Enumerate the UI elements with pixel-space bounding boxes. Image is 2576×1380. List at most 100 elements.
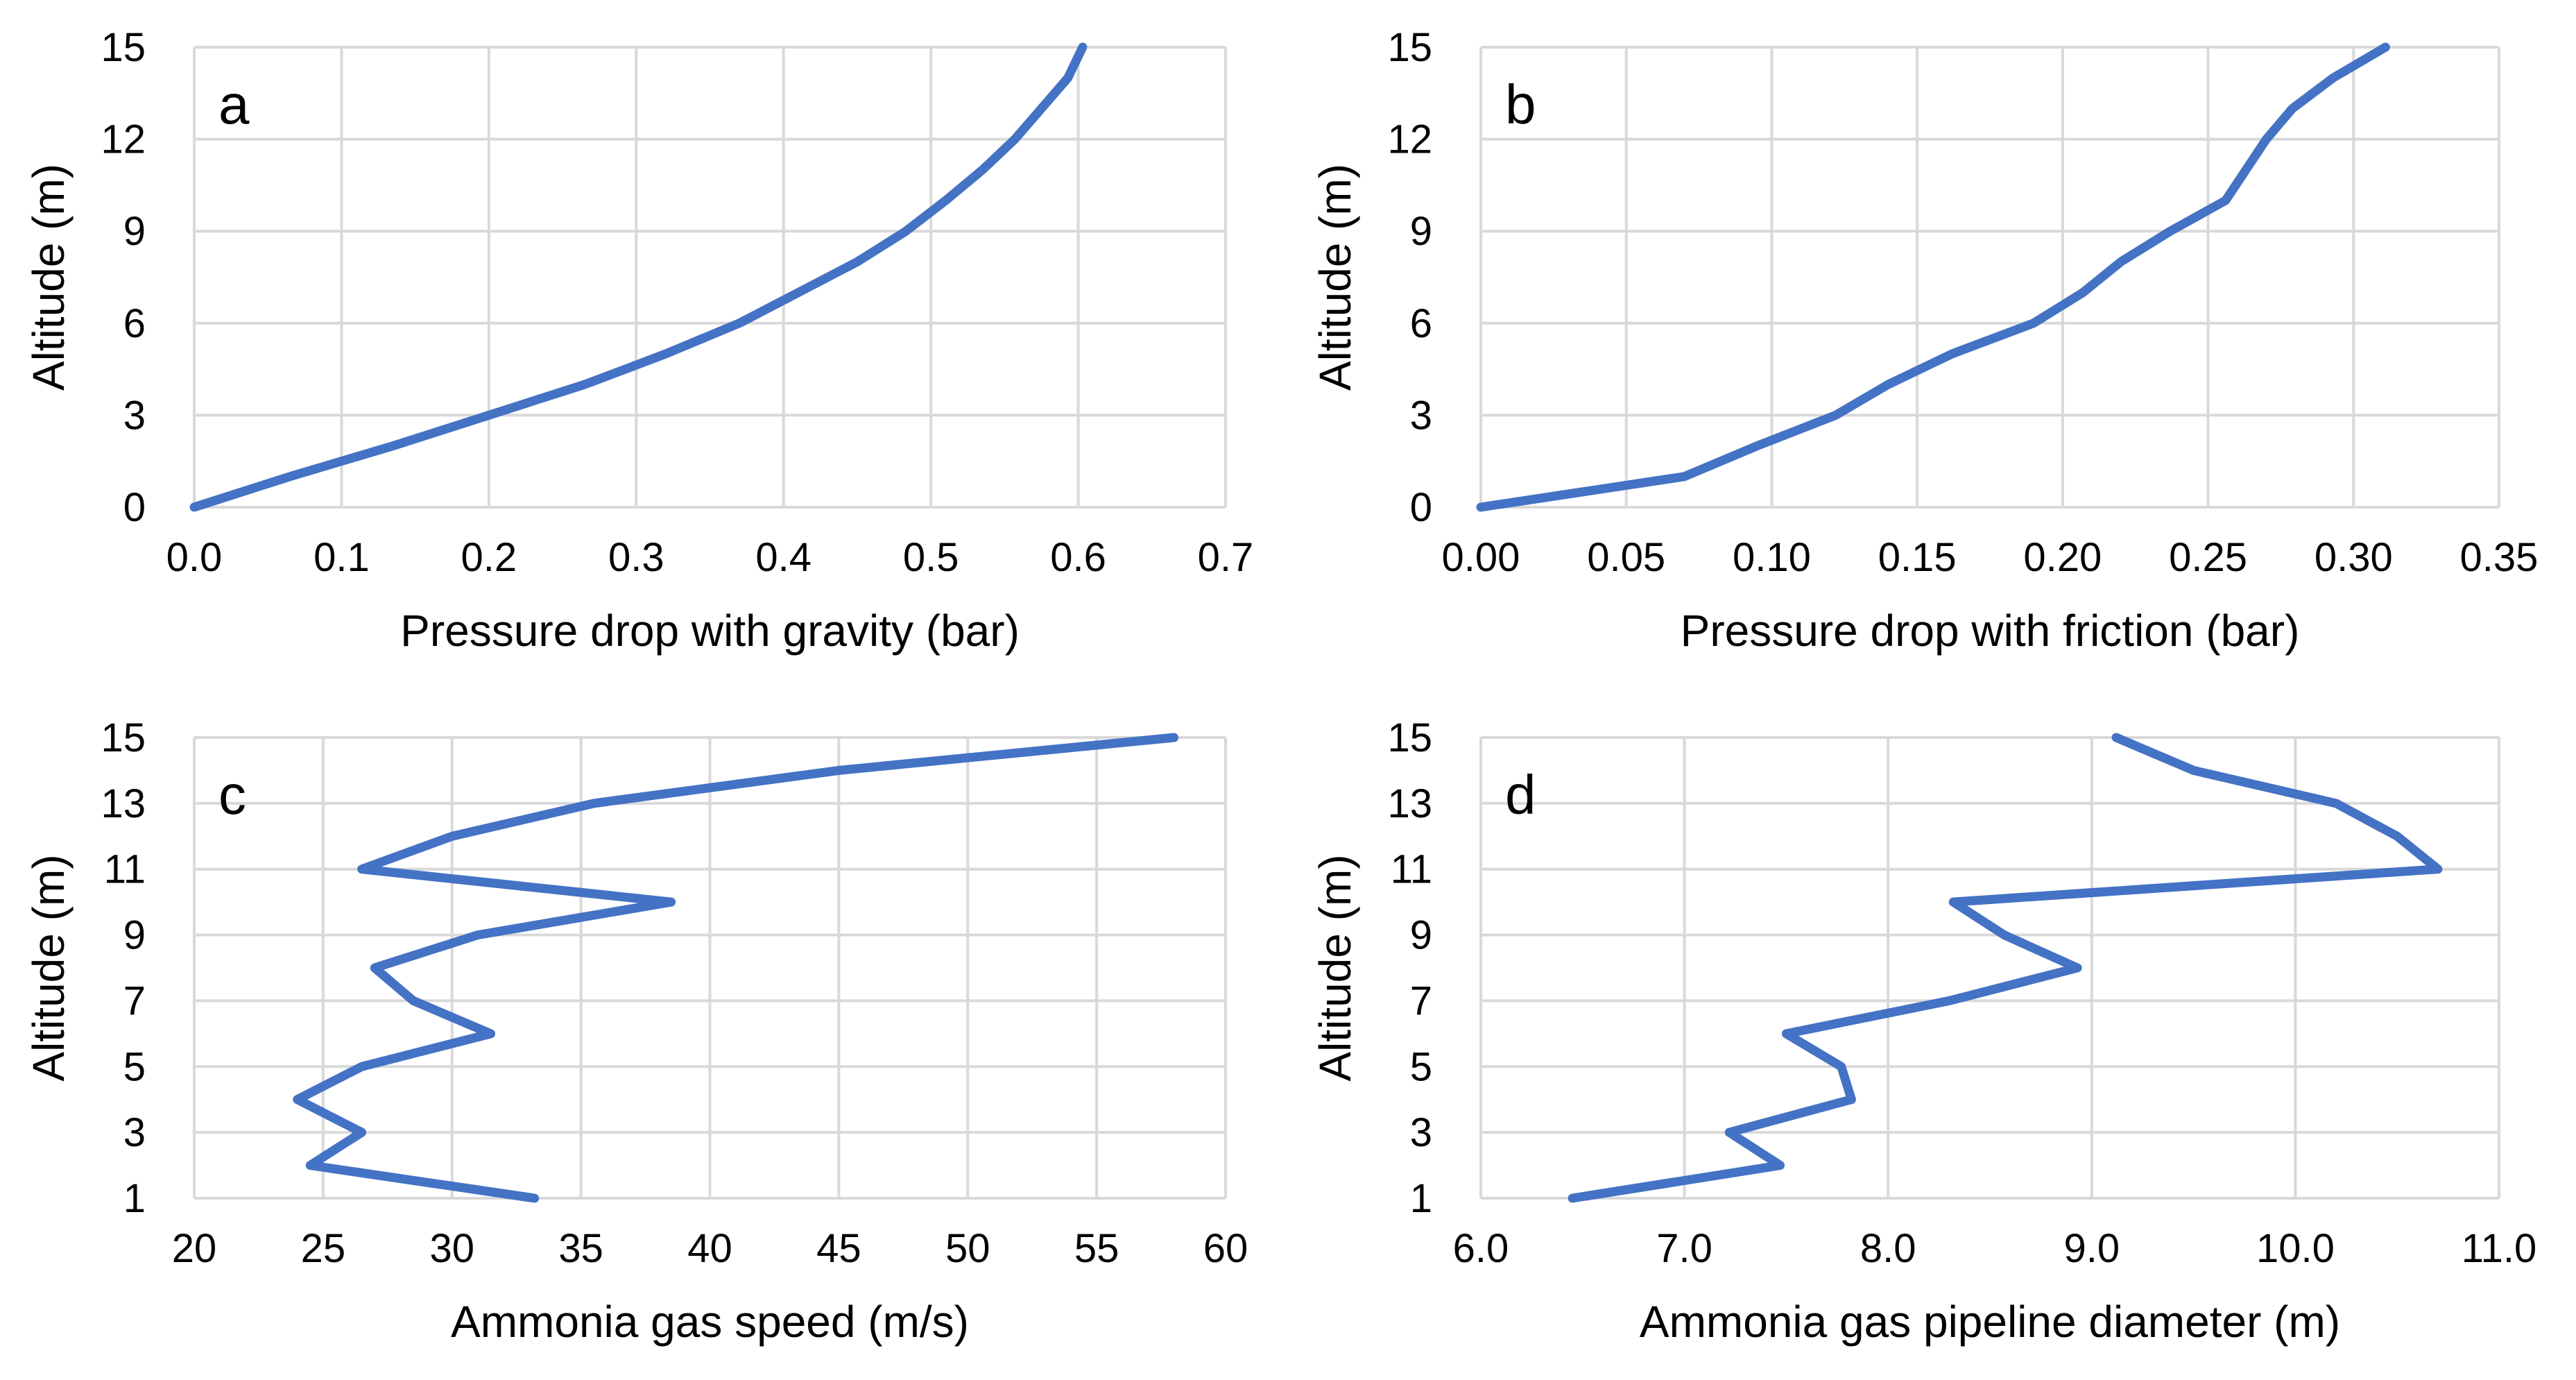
x-tick-label: 7.0 — [1656, 1226, 1712, 1271]
y-tick-label: 15 — [1387, 25, 1432, 70]
x-tick-label: 0.3 — [608, 535, 664, 580]
y-tick-label: 3 — [1410, 1110, 1432, 1155]
x-tick-label: 10.0 — [2256, 1226, 2335, 1271]
data-point — [905, 230, 907, 232]
y-tick-label: 15 — [1387, 715, 1432, 760]
x-tick-label: 0.25 — [2169, 535, 2247, 580]
data-point — [1835, 414, 1837, 416]
data-point — [1082, 46, 1083, 48]
data-point — [2082, 292, 2084, 293]
data-point — [361, 1132, 363, 1133]
y-axis-title: Altitude (m) — [24, 854, 74, 1081]
data-point — [194, 506, 195, 508]
data-point — [289, 476, 291, 477]
y-tick-label: 0 — [123, 485, 146, 530]
y-tick-label: 5 — [123, 1044, 146, 1089]
data-point — [2292, 108, 2293, 109]
data-point — [1728, 1132, 1730, 1133]
panel-letter: c — [218, 764, 246, 826]
x-tick-label: 6.0 — [1453, 1226, 1509, 1271]
x-tick-label: 25 — [301, 1226, 346, 1271]
data-point — [1851, 1099, 1852, 1100]
data-point — [1572, 1198, 1573, 1199]
data-point — [413, 1000, 414, 1001]
y-tick-label: 0 — [1410, 485, 1432, 530]
data-point — [2077, 967, 2078, 969]
y-tick-label: 15 — [101, 715, 146, 760]
y-tick-label: 6 — [123, 301, 146, 346]
y-tick-label: 15 — [101, 25, 146, 70]
y-tick-label: 9 — [1410, 209, 1432, 254]
x-tick-label: 60 — [1203, 1226, 1248, 1271]
y-tick-label: 9 — [123, 913, 146, 958]
x-tick-label: 0.15 — [1878, 535, 1957, 580]
y-tick-label: 9 — [1410, 913, 1432, 958]
panel-letter: b — [1505, 74, 1536, 135]
x-tick-label: 45 — [816, 1226, 861, 1271]
data-point — [1480, 506, 1482, 508]
data-point — [2396, 835, 2398, 837]
y-tick-label: 3 — [123, 1110, 146, 1155]
data-point — [1041, 108, 1042, 109]
y-axis-title: Altitude (m) — [1310, 164, 1360, 391]
x-tick-label: 55 — [1074, 1226, 1119, 1271]
y-tick-label: 5 — [1410, 1044, 1432, 1089]
x-axis-title: Ammonia gas speed (m/s) — [451, 1297, 969, 1347]
x-axis-title: Pressure drop with gravity (bar) — [400, 606, 1020, 656]
x-tick-label: 0.30 — [2315, 535, 2393, 580]
x-tick-label: 0.20 — [2023, 535, 2102, 580]
y-tick-label: 6 — [1410, 301, 1432, 346]
y-tick-label: 3 — [123, 393, 146, 438]
data-point — [1952, 901, 1954, 903]
x-tick-label: 8.0 — [1860, 1226, 1916, 1271]
data-point — [2245, 169, 2247, 171]
x-tick-label: 0.2 — [461, 535, 517, 580]
x-tick-label: 0.7 — [1198, 535, 1254, 580]
data-point — [798, 292, 799, 293]
data-point — [2170, 230, 2171, 232]
x-tick-label: 40 — [687, 1226, 732, 1271]
series-line — [1476, 42, 2390, 512]
data-point — [297, 1099, 298, 1100]
series-line — [189, 42, 1088, 512]
y-axis-title: Altitude (m) — [1310, 854, 1360, 1081]
data-point — [982, 169, 983, 171]
x-tick-label: 0.35 — [2460, 535, 2539, 580]
data-point — [488, 414, 490, 416]
x-tick-label: 0.4 — [755, 535, 812, 580]
data-point — [309, 1165, 311, 1166]
x-tick-label: 30 — [429, 1226, 474, 1271]
data-point — [534, 1198, 535, 1199]
y-tick-label: 3 — [1410, 393, 1432, 438]
x-tick-label: 0.1 — [314, 535, 370, 580]
x-tick-label: 35 — [558, 1226, 603, 1271]
data-point — [490, 1033, 491, 1034]
series-line — [293, 733, 1179, 1203]
x-tick-label: 9.0 — [2063, 1226, 2120, 1271]
x-tick-label: 0.10 — [1733, 535, 1811, 580]
x-tick-label: 0.05 — [1587, 535, 1665, 580]
y-tick-label: 13 — [101, 781, 146, 826]
data-point — [1757, 445, 1758, 447]
x-tick-label: 0.00 — [1442, 535, 1520, 580]
y-tick-label: 1 — [1410, 1176, 1432, 1221]
y-tick-label: 9 — [123, 209, 146, 254]
data-point — [665, 353, 667, 355]
data-point — [1684, 476, 1685, 477]
data-point — [2385, 46, 2386, 48]
y-tick-label: 7 — [1410, 978, 1432, 1023]
x-tick-label: 20 — [172, 1226, 217, 1271]
data-point — [361, 1066, 363, 1067]
x-tick-label: 0.6 — [1050, 535, 1106, 580]
panel-letter: d — [1505, 764, 1536, 826]
data-point — [1887, 384, 1889, 385]
data-point — [1948, 1000, 1950, 1001]
y-tick-label: 13 — [1387, 781, 1432, 826]
data-point — [584, 384, 585, 385]
y-tick-label: 12 — [1387, 117, 1432, 162]
data-point — [2193, 769, 2195, 771]
y-tick-label: 11 — [104, 847, 146, 892]
